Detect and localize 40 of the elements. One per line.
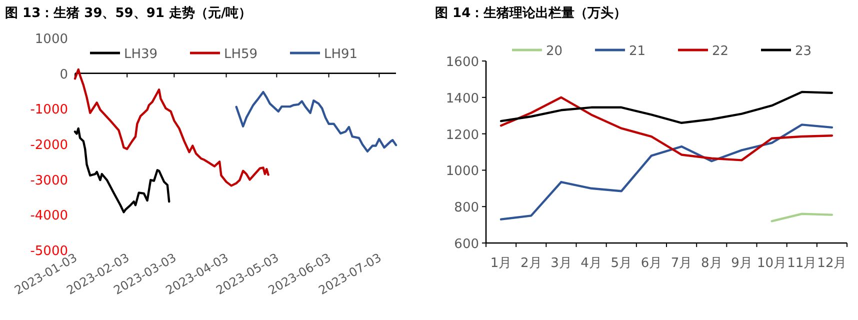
y-tick-label: -1000 — [30, 102, 68, 118]
legend-label: LH59 — [224, 47, 258, 62]
y-tick-label: 1000 — [446, 164, 479, 180]
legend-label: 22 — [712, 44, 729, 59]
x-tick-label: 11月 — [787, 256, 817, 271]
line-series — [500, 96, 834, 162]
y-tick-label: 0 — [60, 67, 68, 82]
legend-label: 20 — [546, 44, 563, 59]
x-tick-label: 8月 — [700, 256, 722, 271]
y-tick-label: 600 — [454, 237, 479, 252]
line-series — [74, 68, 270, 187]
legend-label: LH39 — [124, 47, 158, 62]
x-tick-label: 5月 — [610, 256, 632, 271]
y-tick-label: 800 — [454, 200, 479, 216]
x-tick-label: 6月 — [640, 256, 662, 271]
y-tick-label: 1600 — [446, 55, 479, 70]
line-series — [235, 90, 398, 153]
y-tick-label: 1400 — [446, 91, 479, 106]
y-tick-label: 1000 — [34, 32, 68, 47]
x-tick-label: 4月 — [580, 256, 602, 271]
line-series — [500, 124, 834, 220]
legend-label: 21 — [629, 44, 646, 59]
x-tick-label: 1月 — [490, 256, 512, 271]
x-tick-label: 9月 — [731, 256, 752, 271]
chart-title: 图 13：生猪 39、59、91 走势（元/吨） — [5, 5, 252, 21]
chart-title: 图 14：生猪理论出栏量（万头） — [435, 6, 627, 21]
legend-label: 23 — [795, 44, 812, 59]
x-tick-label: 3月 — [550, 256, 572, 271]
x-tick-label: 12月 — [817, 256, 847, 271]
x-tick-label: 7月 — [670, 256, 692, 271]
y-tick-label: -2000 — [30, 138, 68, 153]
y-tick-label: -4000 — [30, 208, 68, 224]
x-tick-label: 2月 — [520, 256, 542, 271]
line-series — [500, 90, 834, 124]
y-tick-label: -5000 — [30, 244, 68, 259]
legend-label: LH91 — [324, 47, 358, 62]
y-tick-label: -3000 — [30, 173, 68, 188]
line-series — [74, 127, 170, 214]
x-tick-label: 10月 — [757, 256, 787, 271]
y-tick-label: 1200 — [446, 128, 479, 143]
